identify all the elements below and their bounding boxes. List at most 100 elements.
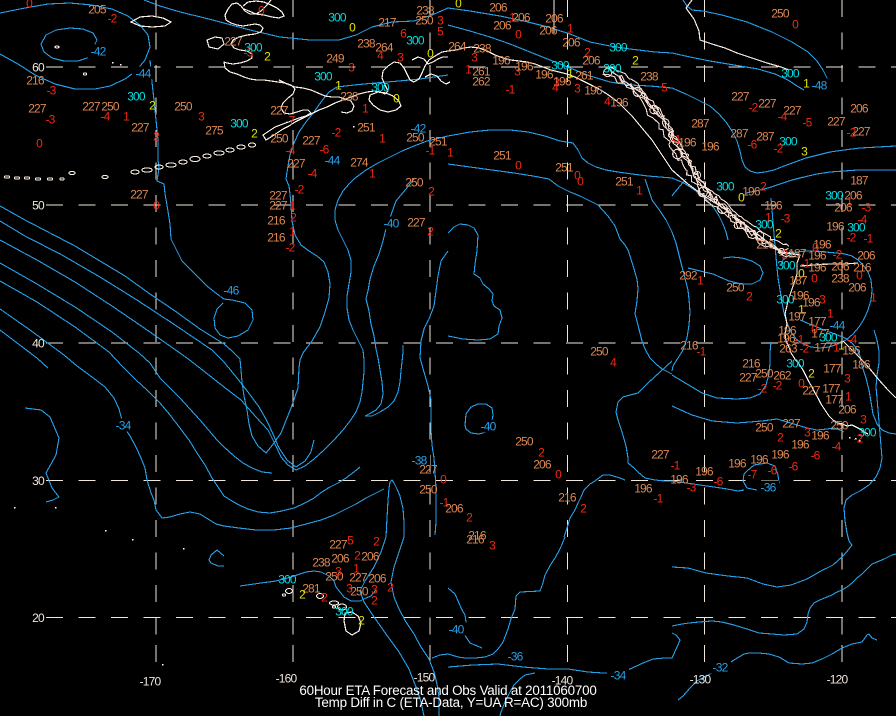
svg-text:186: 186 (852, 358, 871, 372)
svg-text:250: 250 (771, 7, 790, 21)
svg-text:250: 250 (270, 132, 289, 146)
svg-text:-130: -130 (690, 673, 712, 687)
svg-text:-2: -2 (846, 126, 856, 140)
svg-text:1: 1 (447, 146, 454, 160)
svg-text:-2: -2 (846, 231, 856, 245)
svg-text:227: 227 (269, 189, 288, 203)
svg-text:287: 287 (730, 127, 749, 141)
svg-text:-2: -2 (853, 432, 863, 446)
svg-text:227: 227 (224, 35, 243, 49)
svg-text:261: 261 (472, 65, 491, 79)
svg-text:275: 275 (205, 124, 224, 138)
svg-text:2: 2 (775, 227, 782, 241)
svg-text:0: 0 (574, 169, 581, 183)
svg-text:0: 0 (153, 199, 160, 213)
svg-text:-1: -1 (653, 492, 663, 506)
svg-text:3: 3 (397, 51, 404, 65)
svg-text:227: 227 (419, 463, 438, 477)
svg-text:196: 196 (826, 220, 845, 234)
svg-text:4: 4 (377, 49, 384, 63)
svg-text:3: 3 (489, 539, 496, 553)
svg-text:0: 0 (798, 267, 805, 281)
svg-text:1: 1 (379, 132, 386, 146)
svg-text:0: 0 (555, 468, 562, 482)
svg-text:238: 238 (357, 37, 376, 51)
svg-text:238: 238 (473, 42, 492, 56)
svg-text:227: 227 (130, 188, 149, 202)
svg-text:206: 206 (844, 189, 863, 203)
svg-text:1: 1 (509, 11, 516, 25)
svg-text:4: 4 (552, 81, 559, 95)
svg-text:227: 227 (270, 104, 289, 118)
svg-text:249: 249 (326, 52, 345, 66)
svg-text:-40: -40 (384, 217, 400, 231)
svg-text:206: 206 (582, 54, 601, 68)
svg-text:-1: -1 (794, 333, 804, 347)
svg-text:-44: -44 (830, 319, 846, 333)
svg-text:227: 227 (827, 115, 846, 129)
svg-text:-6: -6 (319, 143, 329, 157)
svg-text:3: 3 (346, 582, 353, 596)
svg-text:263: 263 (779, 342, 798, 356)
svg-text:300: 300 (755, 218, 774, 232)
svg-text:-3: -3 (45, 113, 55, 127)
svg-text:1: 1 (845, 390, 852, 404)
svg-text:-32: -32 (713, 661, 729, 675)
svg-text:206: 206 (848, 281, 867, 295)
svg-text:300: 300 (127, 90, 146, 104)
svg-text:1: 1 (870, 291, 877, 305)
svg-text:216: 216 (558, 491, 577, 505)
svg-text:300: 300 (278, 573, 297, 587)
svg-text:-3: -3 (780, 212, 790, 226)
svg-text:216: 216 (466, 533, 485, 547)
svg-text:-6: -6 (767, 464, 777, 478)
svg-text:0: 0 (258, 4, 265, 18)
svg-text:250: 250 (405, 176, 424, 190)
svg-text:-3: -3 (46, 84, 56, 98)
svg-text:-4: -4 (857, 213, 867, 227)
svg-text:196: 196 (535, 68, 554, 82)
svg-text:250: 250 (755, 421, 774, 435)
svg-text:2: 2 (149, 99, 156, 113)
svg-text:3: 3 (819, 293, 826, 307)
svg-text:-44: -44 (136, 67, 152, 81)
svg-text:0: 0 (811, 323, 818, 337)
svg-text:227: 227 (407, 216, 426, 230)
svg-text:60Hour ETA Forecast and Obs Va: 60Hour ETA Forecast and Obs Valid at 201… (299, 683, 596, 698)
svg-text:1: 1 (838, 339, 845, 353)
svg-text:300: 300 (779, 135, 798, 149)
svg-text:177: 177 (811, 327, 830, 341)
svg-text:216: 216 (756, 238, 775, 252)
svg-text:251: 251 (615, 175, 634, 189)
svg-text:-2: -2 (799, 342, 809, 356)
svg-text:2: 2 (746, 290, 753, 304)
svg-text:-2: -2 (107, 12, 117, 26)
svg-text:217: 217 (378, 16, 397, 30)
svg-text:3: 3 (437, 14, 444, 28)
svg-text:238: 238 (831, 272, 850, 286)
svg-text:250: 250 (755, 367, 774, 381)
svg-text:206: 206 (493, 19, 512, 33)
svg-text:238: 238 (640, 70, 659, 84)
svg-text:300: 300 (314, 70, 333, 84)
svg-text:-1: -1 (863, 232, 873, 246)
svg-text:-2: -2 (772, 379, 782, 393)
svg-text:3: 3 (844, 372, 851, 386)
svg-text:227: 227 (82, 100, 101, 114)
svg-text:-46: -46 (224, 284, 240, 298)
svg-text:-1: -1 (425, 144, 435, 158)
svg-text:227: 227 (131, 121, 150, 135)
svg-text:-1: -1 (670, 459, 680, 473)
svg-text:-3: -3 (686, 481, 696, 495)
svg-text:-3: -3 (861, 201, 871, 215)
svg-text:196: 196 (802, 296, 821, 310)
svg-text:2: 2 (584, 46, 591, 60)
svg-text:187: 187 (850, 174, 869, 188)
svg-text:251: 251 (429, 135, 448, 149)
svg-text:2: 2 (371, 594, 378, 608)
svg-text:300: 300 (776, 293, 795, 307)
svg-text:227: 227 (349, 571, 368, 585)
svg-text:250: 250 (350, 585, 369, 599)
svg-text:1: 1 (353, 562, 360, 576)
svg-text:0: 0 (577, 175, 584, 189)
